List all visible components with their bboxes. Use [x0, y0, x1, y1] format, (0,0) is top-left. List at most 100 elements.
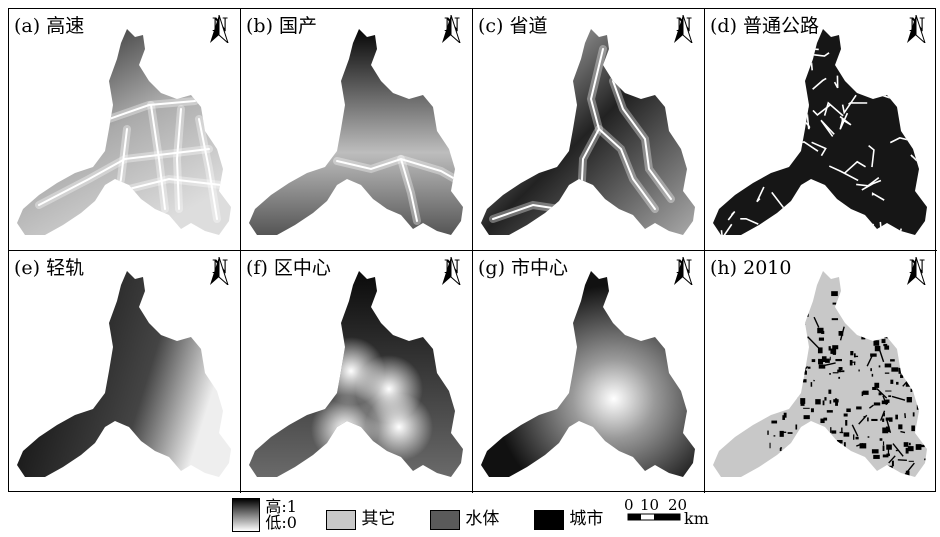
urban-patch: [766, 350, 768, 353]
panel-label: (d) 普通公路: [710, 15, 819, 37]
urban-patch: [770, 374, 772, 379]
urban-patch: [906, 365, 913, 369]
urban-patch: [910, 389, 912, 392]
ordinary-road: [803, 212, 814, 221]
urban-patch: [884, 310, 885, 315]
region-shape: [481, 29, 695, 235]
urban-patch: [844, 414, 848, 417]
ordinary-road: [716, 191, 724, 203]
urban-patch: [885, 471, 889, 478]
map-grid: (a) 高速N(b) 国产N(c) 省道N(d) 普通公路N(e) 轻轨N(f)…: [8, 8, 936, 492]
north-arrow: N: [905, 15, 929, 35]
urban-patch: [901, 363, 907, 365]
urban-patch: [884, 323, 890, 333]
urban-patch: [795, 329, 799, 331]
ordinary-road: [912, 104, 916, 114]
urban-patch: [823, 400, 825, 405]
urban-patch: [823, 418, 827, 421]
urban-patch: [850, 360, 853, 365]
urban-patch: [841, 428, 842, 433]
urban-patch: [812, 451, 826, 461]
legend-other: 其它: [326, 504, 395, 530]
map-panel-highway: (a) 高速N: [9, 9, 241, 251]
urban-patch: [833, 454, 834, 462]
north-arrow-icon: [440, 15, 462, 43]
urban-patch: [833, 399, 838, 402]
urban-patch: [882, 339, 886, 343]
urban-patch: [785, 322, 790, 327]
urban-patch: [852, 460, 854, 464]
urban-patch: [778, 396, 780, 398]
urban-patch: [801, 402, 805, 406]
ordinary-road: [886, 79, 903, 91]
urban-patch: [838, 377, 840, 379]
legend: 高:1 低:0 其它 水体 城市 0 10 20 km: [230, 496, 750, 536]
urban-patch: [828, 464, 832, 467]
urban-patch: [900, 478, 902, 482]
urban-patch: [830, 427, 831, 433]
ordinary-road: [750, 40, 773, 65]
ordinary-road: [767, 45, 784, 55]
urban-patch: [885, 373, 889, 374]
ordinary-road: [708, 92, 734, 110]
urban-patch: [883, 472, 884, 475]
north-arrow-icon: [208, 15, 230, 43]
map-panel-national: (b) 国产N: [241, 9, 473, 251]
urban-patch: [885, 364, 892, 368]
urban-patch: [892, 461, 894, 467]
legend-city: 城市: [534, 504, 603, 530]
urban-patch: [776, 457, 780, 460]
urban-patch: [834, 463, 837, 464]
urban-patch: [768, 382, 770, 387]
urban-patch: [886, 445, 892, 450]
urban-patch: [902, 351, 909, 357]
ordinary-road: [729, 63, 732, 72]
urban-patch: [888, 466, 893, 469]
ordinary-road: [842, 40, 846, 57]
ordinary-road: [855, 43, 874, 52]
urban-patch: [828, 440, 835, 443]
ordinary-road: [760, 118, 767, 140]
urban-patch: [858, 458, 865, 459]
urban-patch: [883, 445, 885, 451]
panel-label: (f) 区中心: [246, 257, 331, 279]
map-panel-district: (f) 区中心N: [241, 251, 473, 493]
urban-patch: [873, 455, 880, 459]
urban-patch: [907, 397, 912, 402]
legend-other-label: 其它: [361, 509, 395, 529]
north-arrow: N: [208, 15, 232, 35]
urban-patch: [924, 410, 928, 412]
legend-water-label: 水体: [465, 509, 499, 529]
urban-patch: [909, 461, 914, 462]
legend-water: 水体: [430, 504, 499, 530]
urban-patch: [851, 462, 853, 464]
urban-patch: [819, 338, 824, 341]
urban-patch: [803, 408, 810, 409]
urban-patch: [873, 340, 879, 346]
urban-patch: [835, 359, 842, 361]
scale-tick-0: 0: [624, 496, 634, 514]
urban-patch: [830, 400, 832, 404]
urban-patch: [889, 476, 894, 482]
region-shape: [17, 271, 231, 477]
urban-patch: [919, 419, 924, 421]
urban-patch: [815, 399, 820, 404]
urban-patch: [906, 344, 910, 348]
urban-patch: [855, 325, 861, 327]
urban-patch: [774, 435, 776, 436]
urban-patch: [885, 391, 891, 392]
ordinary-road: [897, 36, 904, 60]
urban-patch: [774, 320, 777, 325]
urban-patch: [802, 346, 803, 350]
urban-patch: [884, 337, 891, 339]
urban-patch: [875, 298, 881, 301]
urban-patch: [821, 458, 831, 460]
urban-patch: [893, 321, 898, 327]
urban-patch: [809, 462, 815, 466]
urban-patch: [808, 367, 811, 369]
urban-patch: [784, 404, 787, 408]
urban-patch: [896, 382, 898, 385]
ordinary-road: [707, 46, 732, 53]
urban-patch: [858, 370, 859, 372]
urban-patch: [828, 456, 834, 458]
